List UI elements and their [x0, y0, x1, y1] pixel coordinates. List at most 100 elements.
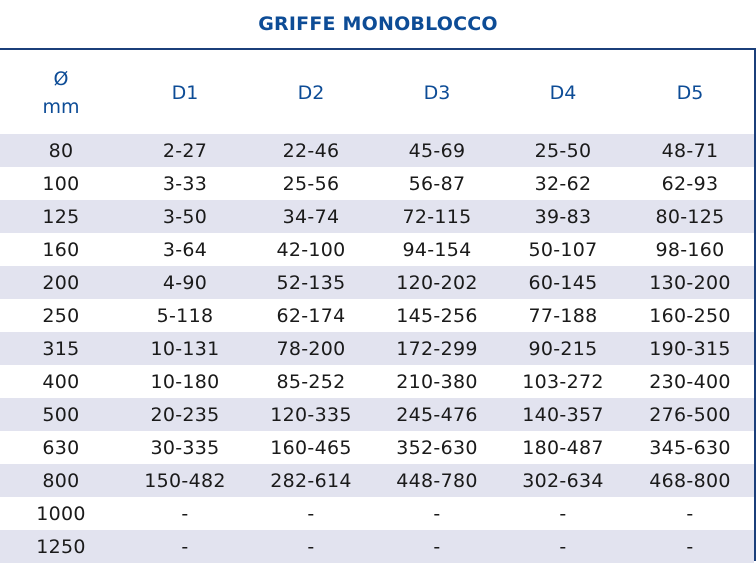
dimensions-table: Ø mm D1 D2 D3 D4 D5 80 2-27 22-46 45-69 25-5… — [0, 52, 754, 563]
cell-d1: 10-180 — [122, 365, 248, 398]
cell-diameter-mm: 800 — [0, 464, 122, 497]
cell-d1: 3-64 — [122, 233, 248, 266]
cell-d2: 120-335 — [248, 398, 374, 431]
cell-d3: 245-476 — [374, 398, 500, 431]
cell-diameter-mm: 250 — [0, 299, 122, 332]
cell-d4: 77-188 — [500, 299, 626, 332]
cell-d2: 52-135 — [248, 266, 374, 299]
table-row: 315 10-131 78-200 172-299 90-215 190-315 — [0, 332, 754, 365]
cell-d1: 5-118 — [122, 299, 248, 332]
cell-d2: 62-174 — [248, 299, 374, 332]
cell-d5: - — [626, 497, 754, 530]
cell-d3: 210-380 — [374, 365, 500, 398]
cell-d1: 10-131 — [122, 332, 248, 365]
cell-d3: 352-630 — [374, 431, 500, 464]
table-row: 250 5-118 62-174 145-256 77-188 160-250 — [0, 299, 754, 332]
cell-d3: 72-115 — [374, 200, 500, 233]
cell-diameter-mm: 500 — [0, 398, 122, 431]
header-d2: D2 — [297, 82, 325, 104]
cell-d1: 3-33 — [122, 167, 248, 200]
cell-d3: 172-299 — [374, 332, 500, 365]
header-d5: D5 — [676, 82, 704, 104]
table-row: 125 3-50 34-74 72-115 39-83 80-125 — [0, 200, 754, 233]
cell-d4: 302-634 — [500, 464, 626, 497]
table-row: 400 10-180 85-252 210-380 103-272 230-400 — [0, 365, 754, 398]
header-row: Ø mm D1 D2 D3 D4 D5 — [0, 52, 754, 134]
cell-diameter-mm: 315 — [0, 332, 122, 365]
cell-d5: 345-630 — [626, 431, 754, 464]
cell-d2: 85-252 — [248, 365, 374, 398]
cell-d5: - — [626, 530, 754, 563]
cell-d3: 45-69 — [374, 134, 500, 167]
table-row: 500 20-235 120-335 245-476 140-357 276-500 — [0, 398, 754, 431]
cell-d1: 150-482 — [122, 464, 248, 497]
cell-d2: 25-56 — [248, 167, 374, 200]
cell-diameter-mm: 100 — [0, 167, 122, 200]
cell-d5: 468-800 — [626, 464, 754, 497]
cell-d5: 48-71 — [626, 134, 754, 167]
cell-diameter-mm: 1250 — [0, 530, 122, 563]
cell-d5: 62-93 — [626, 167, 754, 200]
cell-diameter-mm: 80 — [0, 134, 122, 167]
cell-d4: 60-145 — [500, 266, 626, 299]
cell-d4: 180-487 — [500, 431, 626, 464]
table-row: 1000- - - - - — [0, 497, 754, 530]
cell-d3: - — [374, 530, 500, 563]
cell-d2: - — [248, 497, 374, 530]
cell-d3: 94-154 — [374, 233, 500, 266]
cell-d4: 90-215 — [500, 332, 626, 365]
cell-diameter-mm: 630 — [0, 431, 122, 464]
cell-d2: 34-74 — [248, 200, 374, 233]
cell-diameter-mm: 125 — [0, 200, 122, 233]
header-d1: D1 — [171, 82, 199, 104]
cell-d1: 2-27 — [122, 134, 248, 167]
cell-d4: 50-107 — [500, 233, 626, 266]
cell-d3: 448-780 — [374, 464, 500, 497]
cell-d4: 140-357 — [500, 398, 626, 431]
cell-d5: 80-125 — [626, 200, 754, 233]
cell-d4: 39-83 — [500, 200, 626, 233]
cell-diameter-mm: 400 — [0, 365, 122, 398]
cell-diameter-mm: 200 — [0, 266, 122, 299]
cell-d4: - — [500, 530, 626, 563]
cell-d1: - — [122, 497, 248, 530]
header-d4: D4 — [549, 82, 577, 104]
cell-d5: 130-200 — [626, 266, 754, 299]
cell-d4: 32-62 — [500, 167, 626, 200]
cell-diameter-mm: 1000 — [0, 497, 122, 530]
cell-d2: 42-100 — [248, 233, 374, 266]
cell-d5: 98-160 — [626, 233, 754, 266]
cell-d3: - — [374, 497, 500, 530]
table-row: 80 2-27 22-46 45-69 25-50 48-71 — [0, 134, 754, 167]
cell-d3: 145-256 — [374, 299, 500, 332]
cell-d2: 78-200 — [248, 332, 374, 365]
table-row: 100 3-33 25-56 56-87 32-62 62-93 — [0, 167, 754, 200]
header-diameter-symbol: Ø — [53, 68, 69, 90]
cell-d4: 25-50 — [500, 134, 626, 167]
cell-d2: 282-614 — [248, 464, 374, 497]
title-bar: GRIFFE MONOBLOCCO — [0, 0, 756, 50]
cell-d5: 276-500 — [626, 398, 754, 431]
cell-d5: 190-315 — [626, 332, 754, 365]
header-diameter: Ø mm — [0, 52, 122, 134]
header-diameter-unit: mm — [42, 96, 80, 118]
cell-d3: 120-202 — [374, 266, 500, 299]
cell-d5: 230-400 — [626, 365, 754, 398]
table-body: 80 2-27 22-46 45-69 25-50 48-71 100 3-33 25-56 56… — [0, 134, 754, 563]
cell-d1: 30-335 — [122, 431, 248, 464]
header-d3: D3 — [423, 82, 451, 104]
cell-d4: - — [500, 497, 626, 530]
table-row: 200 4-90 52-135 120-202 60-145 130-200 — [0, 266, 754, 299]
table-title: GRIFFE MONOBLOCCO — [258, 13, 498, 35]
cell-d5: 160-250 — [626, 299, 754, 332]
cell-d1: 20-235 — [122, 398, 248, 431]
table-row: 630 30-335 160-465 352-630 180-487 345-630 — [0, 431, 754, 464]
table-row: 160 3-64 42-100 94-154 50-107 98-160 — [0, 233, 754, 266]
cell-d4: 103-272 — [500, 365, 626, 398]
cell-d2: 160-465 — [248, 431, 374, 464]
cell-d2: 22-46 — [248, 134, 374, 167]
right-border — [754, 50, 756, 561]
cell-d1: - — [122, 530, 248, 563]
cell-d3: 56-87 — [374, 167, 500, 200]
